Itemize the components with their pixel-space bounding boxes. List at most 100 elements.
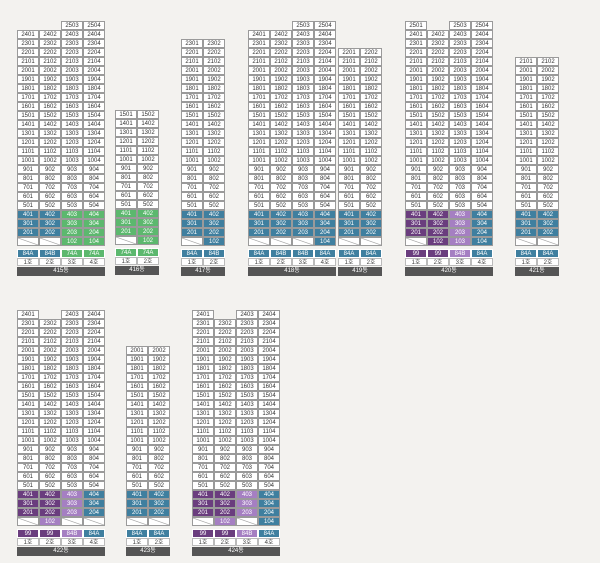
unit-cell: 1201 [181, 138, 203, 147]
unit-cell: 1602 [360, 102, 382, 111]
unit-cell: 602 [137, 191, 159, 200]
unit-cell: 1601 [338, 102, 360, 111]
unit-cell: 2404 [83, 310, 105, 319]
unit-grid: 2501 2503 2504 2401 2402 2403 2404 2301 2302 2303… [405, 21, 493, 246]
unit-cell: 604 [471, 192, 493, 201]
unit-cell: 2104 [314, 57, 336, 66]
unit-cell: 1802 [214, 364, 236, 373]
unit-cell: 801 [17, 174, 39, 183]
unit-cell: 1702 [214, 373, 236, 382]
unit-cell: 1604 [314, 102, 336, 111]
unit-cell: 2201 [248, 48, 270, 57]
unit-cell: 2201 [405, 48, 427, 57]
empty-cell [214, 310, 236, 319]
unit-cell: 704 [471, 183, 493, 192]
unit-cell: 1404 [314, 120, 336, 129]
unit-cell: 1304 [314, 129, 336, 138]
unit-type-label: 84A [181, 249, 203, 258]
unit-cell: 601 [181, 192, 203, 201]
unit-cell: 403 [449, 210, 471, 219]
unit-type-row: 99 99 84B 84A [192, 529, 280, 538]
unit-cell: 1902 [360, 75, 382, 84]
unit-cell: 2403 [236, 310, 258, 319]
unit-cell: 1602 [537, 102, 559, 111]
unit-cell: 1102 [214, 427, 236, 436]
line-label-row: 1호 2호 [126, 538, 170, 546]
unit-cell: 402 [203, 210, 225, 219]
unit-cell: 2102 [39, 337, 61, 346]
line-label: 2호 [360, 258, 382, 266]
unit-cell: 802 [148, 454, 170, 463]
unit-cell: 802 [214, 454, 236, 463]
line-label: 2호 [39, 258, 61, 266]
unit-cell: 802 [360, 174, 382, 183]
unit-cell: 1001 [115, 155, 137, 164]
unit-cell: 1504 [83, 391, 105, 400]
unit-cell: 1802 [148, 364, 170, 373]
unit-cell: 1002 [148, 436, 170, 445]
unit-cell: 2303 [61, 39, 83, 48]
unit-cell: 1604 [83, 382, 105, 391]
unit-cell: 2203 [61, 328, 83, 337]
unit-type-label: 74A [83, 249, 105, 258]
unit-cell: 1703 [292, 93, 314, 102]
unit-cell: 2001 [405, 66, 427, 75]
unit-cell: 601 [126, 472, 148, 481]
unit-cell: 2002 [270, 66, 292, 75]
unit-cell: 901 [17, 445, 39, 454]
unit-cell: 602 [360, 192, 382, 201]
line-label: 4호 [314, 258, 336, 266]
unit-cell: 1402 [137, 119, 159, 128]
unit-cell: 1403 [61, 120, 83, 129]
unit-cell: 304 [258, 499, 280, 508]
line-label-row: 1호 2호 3호 4호 [17, 258, 105, 266]
building-415: 2503 2504 2401 2402 2403 2404 2301 2302 2303 2304… [17, 21, 105, 276]
unit-cell: 1901 [17, 355, 39, 364]
unit-cell: 2103 [61, 57, 83, 66]
unit-cell: 1301 [338, 129, 360, 138]
unit-cell: 1002 [203, 156, 225, 165]
no-unit-cell [292, 237, 314, 246]
unit-cell: 603 [449, 192, 471, 201]
unit-cell: 301 [181, 219, 203, 228]
unit-cell: 2202 [270, 48, 292, 57]
unit-cell: 1102 [148, 427, 170, 436]
unit-cell: 701 [192, 463, 214, 472]
unit-cell: 1502 [203, 111, 225, 120]
unit-cell: 1201 [126, 418, 148, 427]
unit-type-row: 84A 84A [338, 249, 382, 258]
unit-type-row: 74A 74A [115, 248, 159, 257]
unit-cell: 2101 [17, 57, 39, 66]
unit-cell: 304 [83, 499, 105, 508]
unit-cell: 903 [61, 445, 83, 454]
unit-cell: 501 [192, 481, 214, 490]
unit-cell: 1901 [192, 355, 214, 364]
unit-cell: 901 [338, 165, 360, 174]
unit-cell: 1801 [181, 84, 203, 93]
unit-cell: 1003 [236, 436, 258, 445]
unit-cell: 2304 [83, 319, 105, 328]
unit-cell: 1101 [515, 147, 537, 156]
building-label: 419동 [338, 267, 382, 276]
unit-cell: 204 [83, 508, 105, 517]
unit-cell: 501 [126, 481, 148, 490]
unit-cell: 1901 [126, 355, 148, 364]
unit-cell: 702 [137, 182, 159, 191]
unit-cell: 1801 [338, 84, 360, 93]
unit-cell: 1402 [203, 120, 225, 129]
unit-cell: 1202 [360, 138, 382, 147]
line-label: 2호 [39, 538, 61, 546]
unit-cell: 1702 [537, 93, 559, 102]
unit-cell: 802 [203, 174, 225, 183]
unit-type-label: 99 [214, 529, 236, 538]
unit-cell: 502 [214, 481, 236, 490]
unit-cell: 1601 [515, 102, 537, 111]
unit-cell: 102 [214, 517, 236, 526]
no-unit-cell [39, 237, 61, 246]
unit-cell: 2101 [181, 57, 203, 66]
unit-cell: 504 [83, 481, 105, 490]
unit-cell: 2401 [405, 30, 427, 39]
unit-cell: 1402 [270, 120, 292, 129]
unit-type-row: 99 99 84B 84A [405, 249, 493, 258]
unit-cell: 1002 [39, 436, 61, 445]
